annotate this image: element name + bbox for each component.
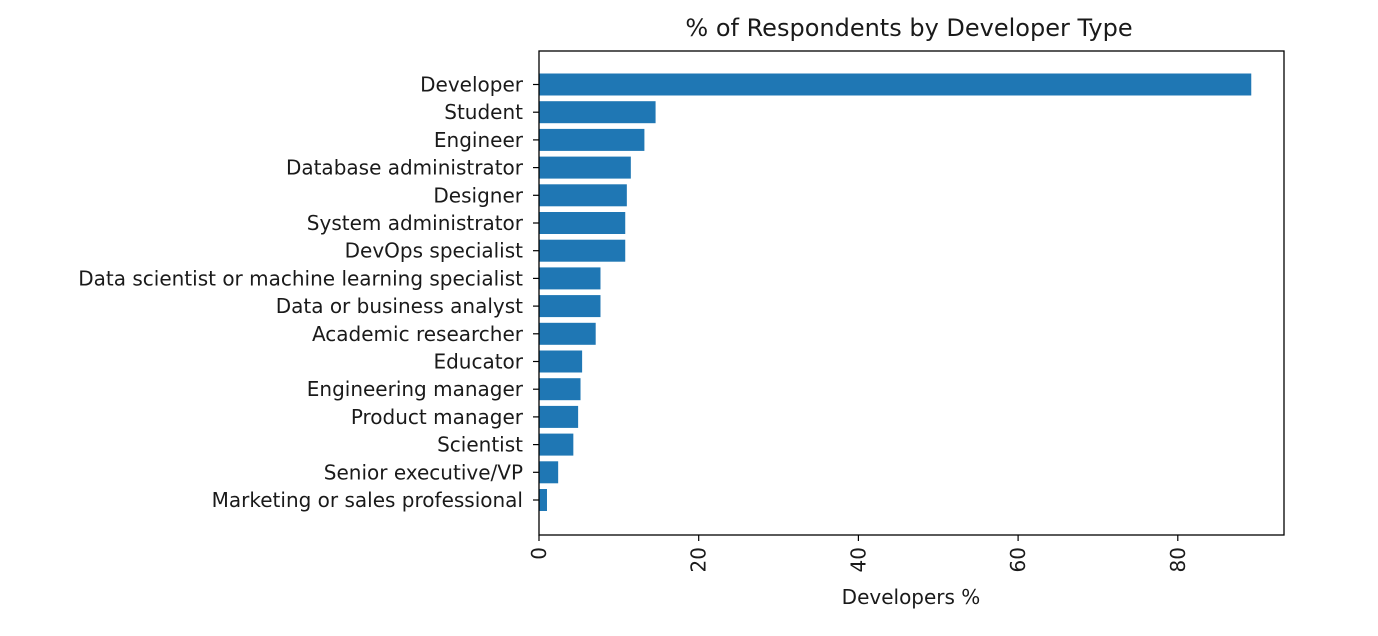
- category-label: Student: [444, 100, 523, 124]
- bar: [539, 350, 583, 373]
- category-label: Engineering manager: [307, 377, 524, 401]
- bar: [539, 101, 656, 124]
- category-label: Designer: [433, 183, 523, 207]
- category-labels: Developer Student Engineer Database adminis…: [78, 73, 539, 512]
- x-tick-label: 40: [846, 547, 870, 572]
- x-tick-label: 0: [527, 547, 551, 560]
- category-label: Scientist: [437, 433, 523, 457]
- bars-layer: [539, 73, 1252, 511]
- bar: [539, 295, 601, 318]
- category-label: Developer: [420, 73, 524, 97]
- category-label: Marketing or sales professional: [212, 488, 523, 512]
- bar: [539, 489, 547, 511]
- x-axis-label: Developers %: [842, 585, 981, 609]
- category-label: Senior executive/VP: [324, 460, 523, 484]
- x-tick-label: 80: [1166, 547, 1190, 572]
- bar: [539, 267, 601, 290]
- category-label: Data or business analyst: [276, 294, 523, 318]
- category-label: Engineer: [434, 128, 524, 152]
- plot-frame: [538, 50, 1285, 536]
- category-label: Database administrator: [286, 156, 524, 180]
- bar: [539, 433, 574, 456]
- x-tick-label: 60: [1006, 547, 1030, 572]
- category-label: Educator: [433, 350, 523, 374]
- bar: [539, 212, 626, 234]
- x-axis-ticks: 0 20 40 60 80: [527, 535, 1190, 572]
- bar: [539, 378, 581, 401]
- category-label: Academic researcher: [312, 322, 524, 346]
- bar: [539, 73, 1252, 96]
- category-label: Data scientist or machine learning speci…: [78, 266, 523, 290]
- chart-title: % of Respondents by Developer Type: [685, 14, 1132, 42]
- bar: [539, 184, 627, 207]
- bar: [539, 461, 559, 484]
- bar: [539, 322, 596, 345]
- category-label: DevOps specialist: [345, 239, 524, 263]
- category-label: Product manager: [351, 405, 524, 429]
- bar: [539, 156, 631, 179]
- bar: [539, 405, 579, 428]
- category-label: System administrator: [307, 211, 524, 235]
- x-tick-label: 20: [687, 547, 711, 572]
- bar: [539, 239, 626, 262]
- bar: [539, 128, 645, 151]
